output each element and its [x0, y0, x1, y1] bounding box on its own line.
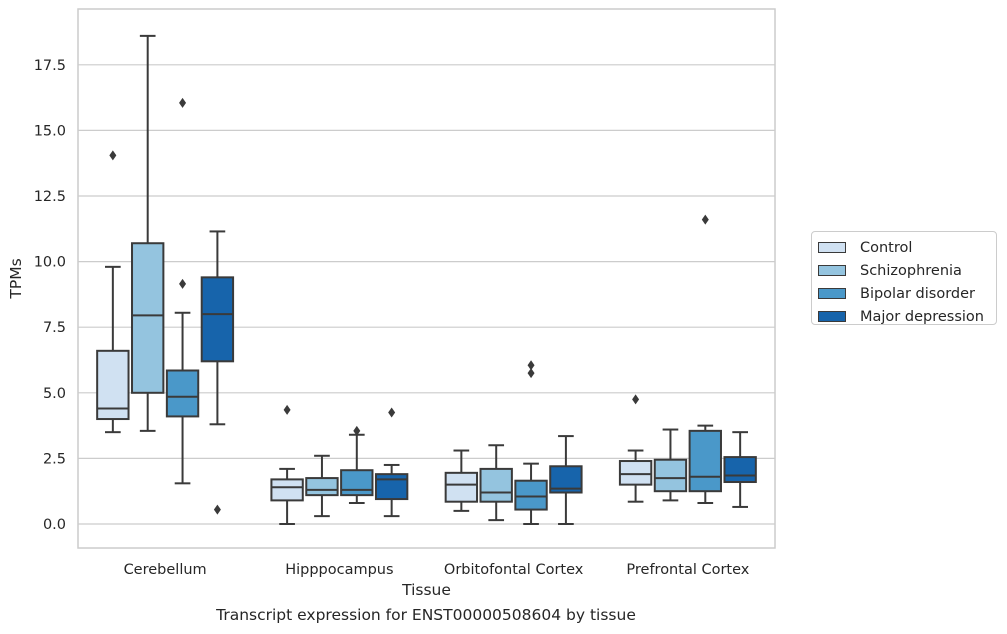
box-0-2	[165, 97, 200, 485]
box-1-3	[374, 407, 409, 518]
box-3-1	[653, 428, 688, 502]
outlier-point	[527, 368, 535, 379]
legend-item: Bipolar disorder	[812, 282, 996, 305]
box-iqr	[444, 471, 479, 503]
box-1-1	[305, 454, 339, 518]
box-3-3	[723, 431, 757, 508]
box-0-0	[96, 150, 130, 434]
outlier-point	[283, 404, 291, 415]
outlier-point	[388, 407, 396, 418]
outlier-point	[353, 425, 361, 436]
box-0-3	[200, 230, 235, 515]
box-1-2	[340, 425, 374, 505]
x-tick-label: Prefrontal Cortex	[626, 562, 749, 578]
box-3-0	[618, 394, 653, 503]
y-tick-label: 17.5	[34, 58, 66, 74]
box-1-0	[270, 404, 304, 525]
y-tick-label: 0.0	[43, 517, 66, 533]
box-2-2	[514, 360, 548, 525]
box-iqr	[723, 456, 757, 484]
legend-swatch	[818, 311, 846, 322]
outlier-point	[701, 214, 709, 225]
x-tick-labels: Cerebellum Hipppocampus Orbitofontal Corte…	[124, 562, 750, 578]
box-iqr	[165, 369, 200, 418]
box-2-0	[444, 449, 479, 512]
outlier-point	[179, 97, 187, 108]
plot-frame	[77, 8, 776, 549]
y-tick-label: 2.5	[43, 451, 66, 467]
box-3-2	[688, 214, 722, 505]
box-iqr	[131, 242, 165, 394]
y-tick-label: 15.0	[34, 123, 66, 139]
y-tick-label: 7.5	[43, 320, 66, 336]
x-axis-title: Tissue	[401, 581, 451, 599]
box-iqr	[618, 460, 653, 486]
y-tick-label: 5.0	[43, 386, 66, 402]
x-tick-label: Orbitofontal Cortex	[444, 562, 584, 578]
x-tick-label: Hipppocampus	[285, 562, 393, 578]
x-tick-label: Cerebellum	[124, 562, 207, 578]
y-tick-label: 10.0	[34, 255, 66, 271]
legend-item: Control	[812, 236, 996, 259]
legend-swatch	[818, 242, 846, 253]
legend-item: Schizophrenia	[812, 259, 996, 282]
box-2-1	[479, 444, 513, 522]
y-axis-title: TPMs	[7, 258, 25, 299]
box-0-1	[131, 34, 165, 432]
legend: Control Schizophrenia Bipolar disorder Majo…	[811, 231, 997, 325]
outlier-point	[213, 504, 221, 515]
box-iqr	[374, 473, 409, 501]
legend-label: Bipolar disorder	[860, 285, 975, 302]
legend-swatch	[818, 265, 846, 276]
box-iqr	[270, 478, 304, 502]
box-iqr	[688, 429, 722, 493]
legend-label: Control	[860, 239, 913, 256]
outlier-point	[527, 360, 535, 371]
outlier-point	[632, 394, 640, 405]
legend-item: Major depression	[812, 305, 996, 328]
chart-caption: Transcript expression for ENST0000050860…	[216, 606, 636, 624]
outlier-point	[179, 278, 187, 289]
box-iqr	[514, 479, 548, 511]
legend-label: Major depression	[860, 308, 984, 325]
box-iqr	[340, 469, 374, 497]
box-plot-marks	[96, 34, 757, 525]
legend-swatch	[818, 288, 846, 299]
y-tick-label: 12.5	[34, 189, 66, 205]
legend-label: Schizophrenia	[860, 262, 962, 279]
box-iqr	[653, 458, 688, 493]
box-iqr	[305, 477, 339, 497]
box-2-3	[549, 435, 583, 525]
box-iqr	[200, 276, 235, 363]
outlier-point	[109, 150, 117, 161]
y-tick-labels: 0.0 2.5 5.0 7.5 10.0 12.5 15.0 17.5	[34, 58, 66, 533]
box-iqr	[479, 467, 513, 503]
